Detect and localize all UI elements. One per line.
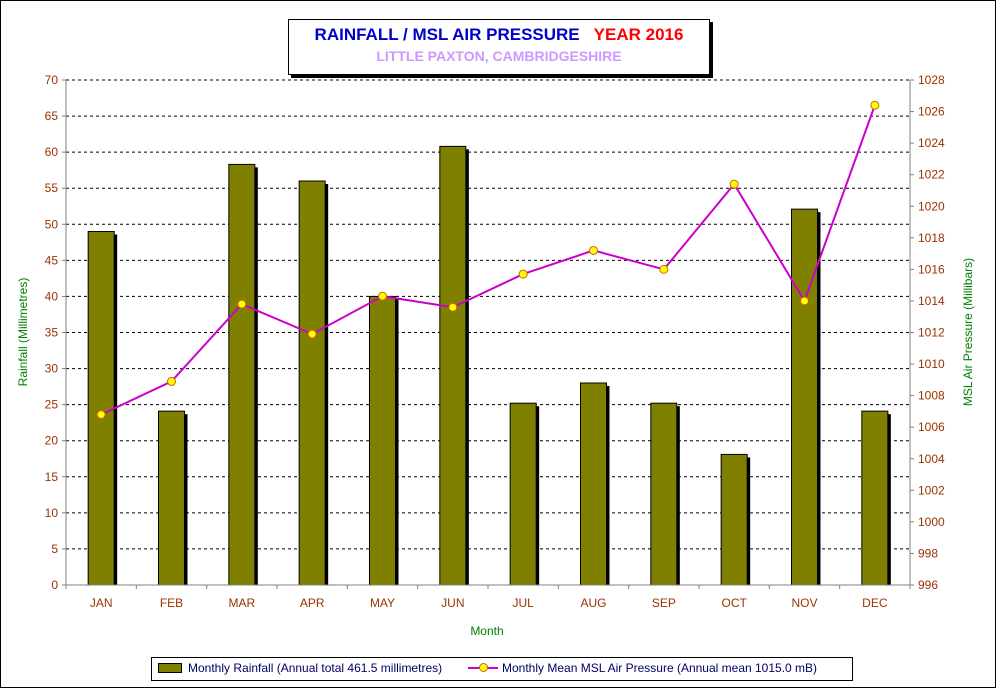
rainfall-bar xyxy=(228,163,256,586)
rainfall-bar xyxy=(439,145,467,586)
pressure-point xyxy=(96,410,106,420)
y-tick-label: 55 xyxy=(45,181,59,195)
axes xyxy=(62,79,914,589)
x-tick-label: OCT xyxy=(721,596,747,610)
y-tick-label: 10 xyxy=(45,506,59,520)
chart-title-box: RAINFALL / MSL AIR PRESSURE YEAR 2016 LIT… xyxy=(288,19,710,75)
x-tick-label: FEB xyxy=(160,596,183,610)
y-tick-label: 5 xyxy=(51,542,58,556)
y-axis-title: Rainfall (Millimetres) xyxy=(16,278,30,387)
pressure-point xyxy=(307,329,317,339)
left-tick-labels: 0 5 10 15 20 25 30 35 40 45 50 55 60 65 70 xyxy=(45,73,59,592)
y2-tick-label: 1028 xyxy=(918,73,945,87)
legend-label-rainfall: Monthly Rainfall (Annual total 461.5 mil… xyxy=(188,661,443,675)
gridlines xyxy=(66,79,910,550)
y-tick-label: 40 xyxy=(45,289,59,303)
y2-tick-label: 1024 xyxy=(918,136,945,150)
rainfall-bar xyxy=(791,208,818,586)
y-tick-label: 50 xyxy=(45,217,59,231)
x-tick-label: DEC xyxy=(862,596,888,610)
legend-label-pressure: Monthly Mean MSL Air Pressure (Annual me… xyxy=(502,661,818,675)
x-tick-label: SEP xyxy=(652,596,676,610)
pressure-point xyxy=(378,291,387,301)
legend-line-swatch xyxy=(468,662,498,674)
x-tick-label: AUG xyxy=(580,596,606,610)
pressure-point xyxy=(167,376,176,386)
y-tick-label: 70 xyxy=(45,73,59,87)
y2-tick-label: 1014 xyxy=(918,294,945,308)
pressure-line xyxy=(96,100,880,420)
y-tick-label: 30 xyxy=(45,362,59,376)
pressure-point xyxy=(518,269,528,279)
pressure-polyline xyxy=(100,104,876,416)
rainfall-bar xyxy=(158,410,185,586)
y2-tick-label: 1020 xyxy=(918,199,945,213)
rainfall-bar xyxy=(720,453,748,586)
pressure-point xyxy=(589,245,598,255)
rainfall-bar xyxy=(650,402,678,586)
y2-tick-label: 1006 xyxy=(918,420,945,434)
y2-tick-label: 1000 xyxy=(918,515,945,529)
rainfall-bars xyxy=(87,145,891,586)
rainfall-bar xyxy=(369,295,396,586)
y2-tick-label: 996 xyxy=(918,578,938,592)
rainfall-bar xyxy=(87,231,115,586)
legend-item-pressure: Monthly Mean MSL Air Pressure (Annual me… xyxy=(468,661,817,675)
x-tick-label: JUL xyxy=(512,596,534,610)
chart-title-main: RAINFALL / MSL AIR PRESSURE xyxy=(314,25,580,44)
rainfall-bar xyxy=(298,180,326,586)
x-tick-labels: JAN FEB MAR APR MAY JUN JUL AUG SEP OCT NOV DEC xyxy=(90,596,888,610)
chart-title-year: YEAR 2016 xyxy=(593,25,684,44)
pressure-point xyxy=(800,296,809,306)
x-tick-label: MAR xyxy=(228,596,255,610)
y2-tick-label: 1018 xyxy=(918,231,945,245)
y-tick-label: 25 xyxy=(45,398,59,412)
y2-axis-title: MSL Air Pressure (Millibars) xyxy=(961,258,975,406)
legend-bar-swatch xyxy=(158,663,182,673)
y-tick-label: 35 xyxy=(45,326,59,340)
y-tick-label: 20 xyxy=(45,434,59,448)
x-tick-label: NOV xyxy=(791,596,817,610)
pressure-point xyxy=(870,100,880,110)
y-tick-label: 65 xyxy=(45,109,59,123)
x-tick-label: MAY xyxy=(370,596,395,610)
y2-tick-label: 1008 xyxy=(918,389,945,403)
pressure-point xyxy=(448,302,458,312)
chart-subtitle: LITTLE PAXTON, CAMBRIDGESHIRE xyxy=(376,48,622,64)
y2-tick-label: 998 xyxy=(918,546,938,560)
y-tick-label: 60 xyxy=(45,145,59,159)
x-tick-label: JUN xyxy=(441,596,464,610)
y2-tick-label: 1004 xyxy=(918,452,945,466)
y2-tick-label: 1010 xyxy=(918,357,945,371)
y2-tick-label: 1026 xyxy=(918,105,945,119)
y2-tick-label: 1016 xyxy=(918,262,945,276)
y-tick-label: 45 xyxy=(45,253,59,267)
rainfall-bar xyxy=(580,382,607,586)
pressure-point xyxy=(729,179,739,189)
x-tick-label: APR xyxy=(300,596,325,610)
x-tick-label: JAN xyxy=(90,596,113,610)
rainfall-bar xyxy=(861,410,889,586)
chart-title: RAINFALL / MSL AIR PRESSURE YEAR 2016 xyxy=(289,25,709,45)
y2-tick-label: 1002 xyxy=(918,483,945,497)
y-tick-label: 0 xyxy=(51,578,58,592)
legend: Monthly Rainfall (Annual total 461.5 mil… xyxy=(151,657,853,681)
rainfall-bar xyxy=(509,402,537,586)
legend-item-rainfall: Monthly Rainfall (Annual total 461.5 mil… xyxy=(158,661,442,675)
y2-tick-label: 1022 xyxy=(918,168,945,182)
y-tick-label: 15 xyxy=(45,470,59,484)
right-tick-labels: 996 998 1000 1002 1004 1006 1008 1010 1012 1014 10… xyxy=(918,73,945,592)
pressure-point xyxy=(237,299,247,309)
y2-tick-label: 1012 xyxy=(918,326,945,340)
x-axis-title: Month xyxy=(470,624,503,638)
pressure-point xyxy=(659,264,669,274)
